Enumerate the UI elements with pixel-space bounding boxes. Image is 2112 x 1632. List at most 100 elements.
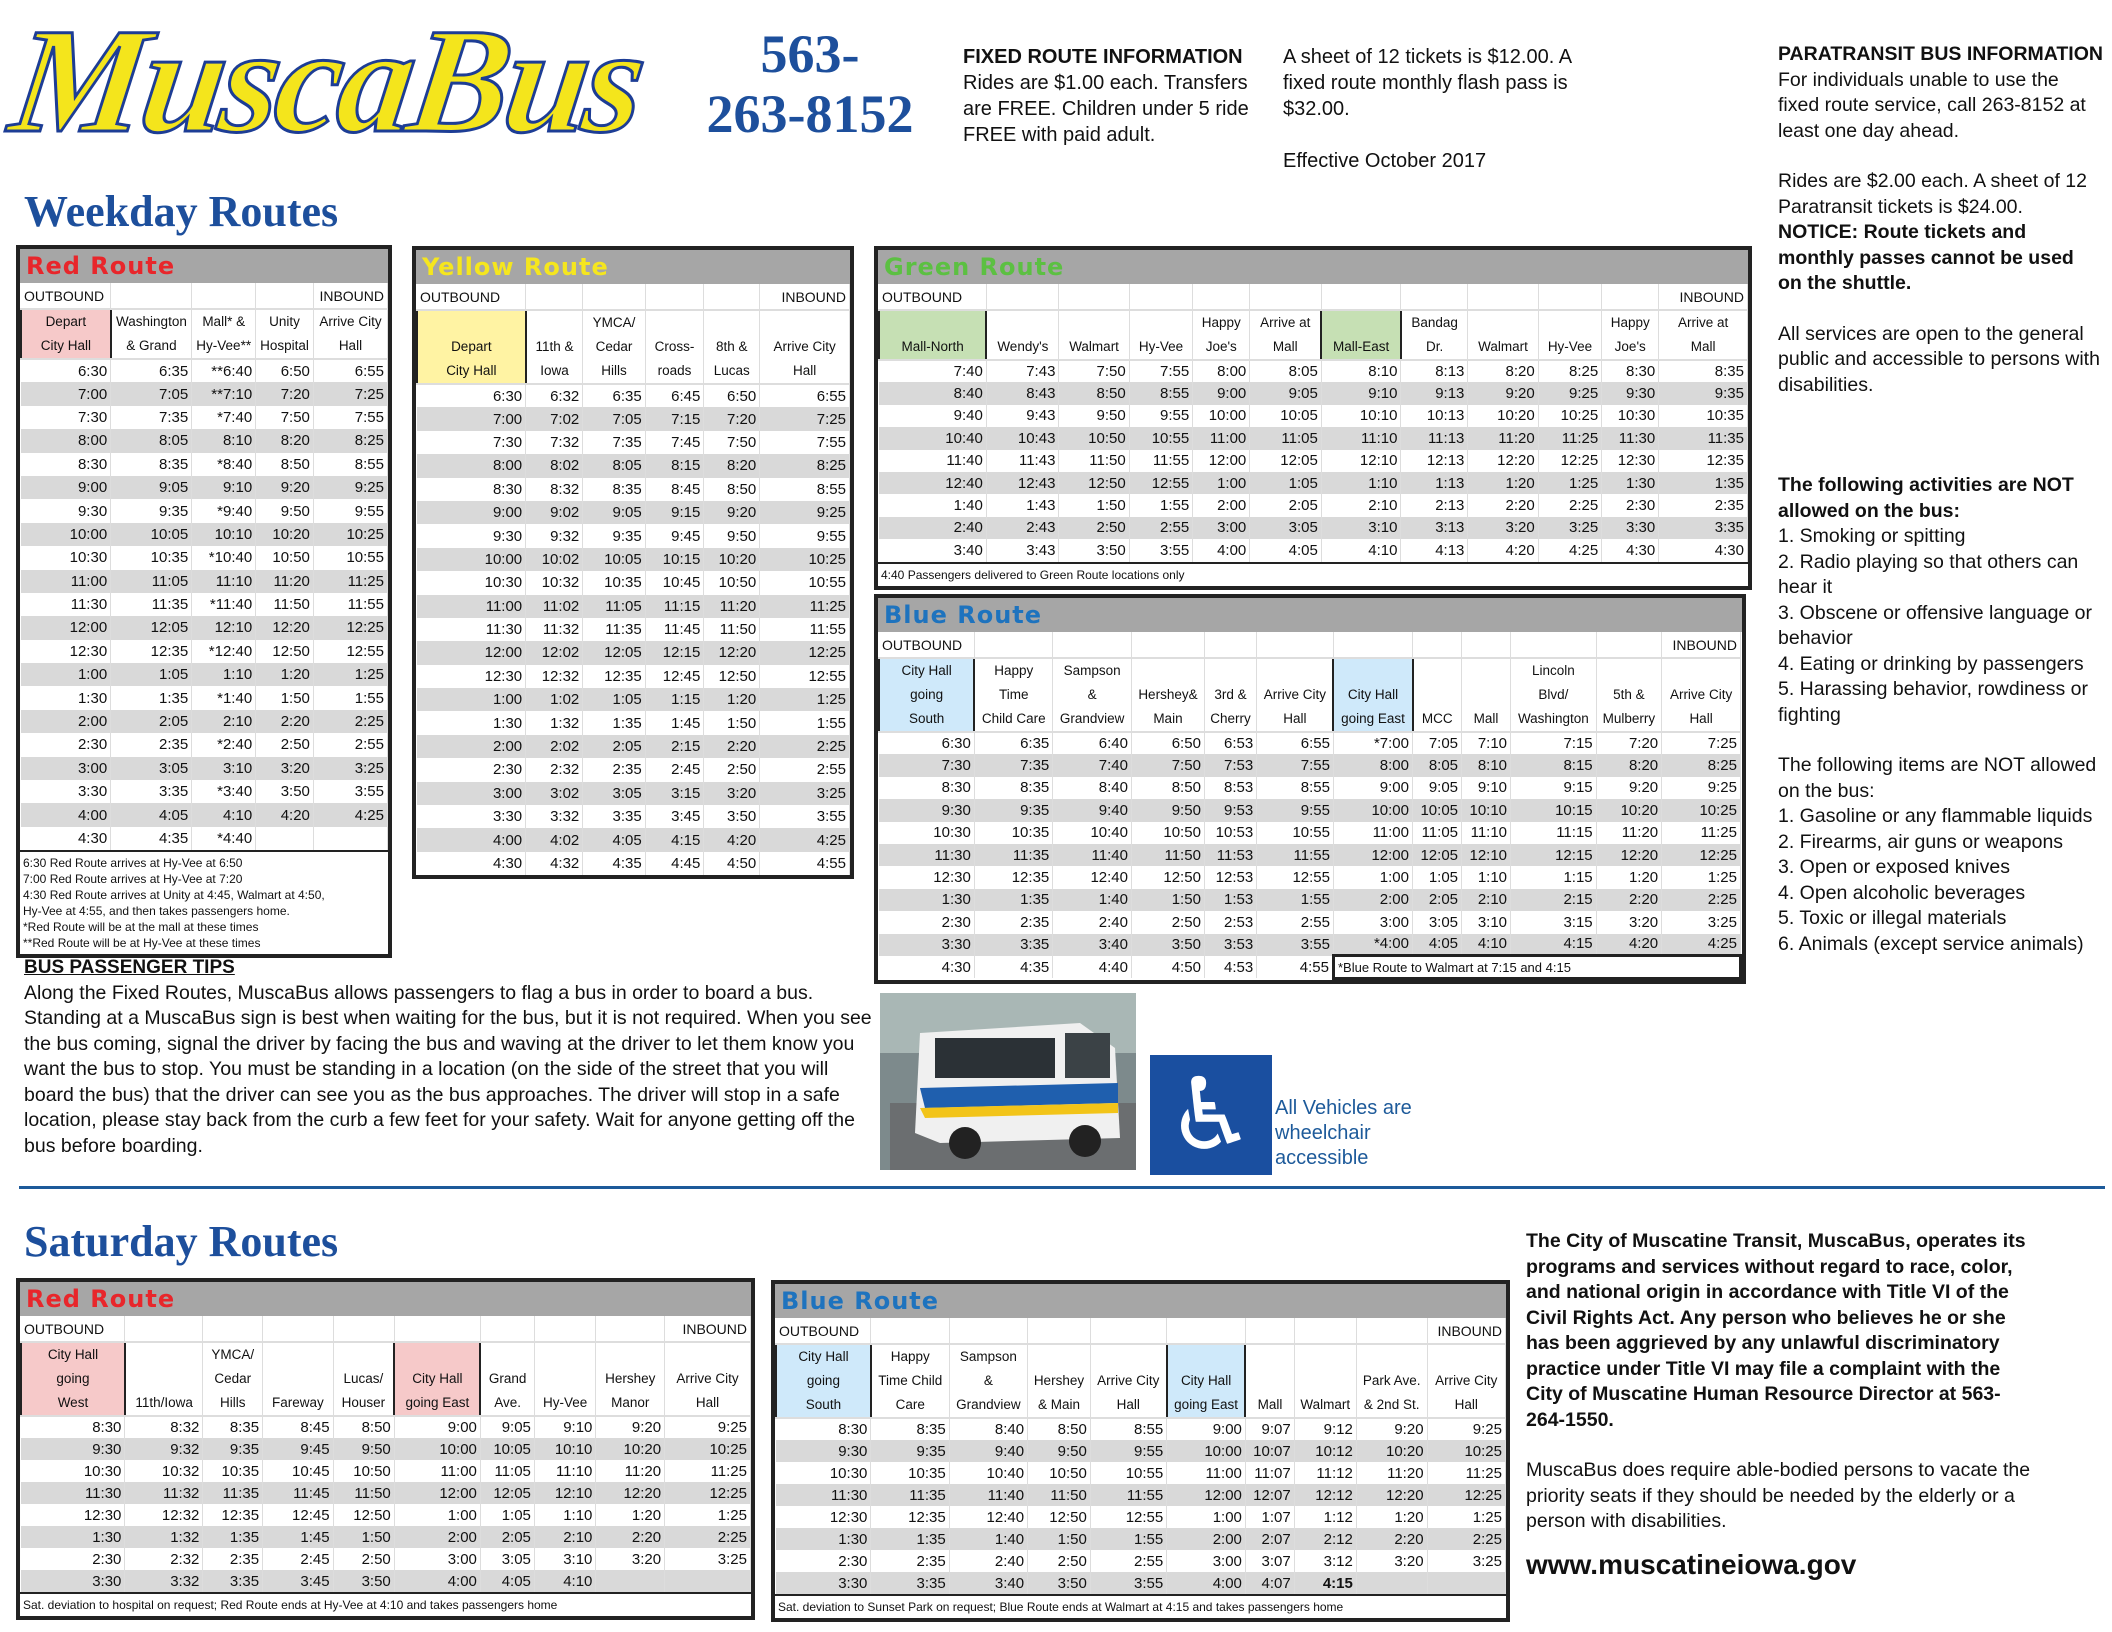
outbound-label: OUTBOUND — [879, 284, 987, 311]
time-cell: 11:30 — [1601, 427, 1660, 450]
time-cell: 12:35 — [110, 639, 193, 664]
time-cell: 12:35 — [870, 1506, 950, 1528]
time-cell: 10:20 — [1356, 1440, 1428, 1462]
column-header: Arrive City Hall — [664, 1342, 751, 1417]
time-cell: 9:30 — [776, 1440, 872, 1462]
time-cell: 8:55 — [313, 452, 389, 476]
time-cell: 3:43 — [986, 539, 1060, 562]
time-cell: 9:35 — [870, 1440, 950, 1462]
time-cell: 2:00 — [1333, 888, 1414, 912]
table-row: 11:30 11:35 11:40 11:50 11:55 12:00 12:07 12:12… — [776, 1484, 1507, 1506]
time-cell: 7:10 — [1461, 732, 1512, 755]
time-cell: 1:07 — [1245, 1506, 1295, 1528]
time-cell: 10:00 — [394, 1438, 481, 1460]
time-cell: 11:35 — [974, 843, 1054, 867]
time-cell: 12:05 — [582, 641, 646, 665]
time-cell: 2:50 — [703, 758, 761, 782]
time-cell: 2:35 — [202, 1548, 264, 1570]
time-cell: 12:35 — [974, 866, 1054, 889]
time-cell: 1:35 — [1658, 471, 1748, 495]
time-cell: 12:55 — [1129, 471, 1194, 495]
table-row: 4:00 4:05 4:10 4:20 4:25 — [21, 803, 389, 827]
time-cell: 7:55 — [313, 405, 389, 430]
route-note: 4:40 Passengers delivered to Green Route… — [881, 567, 1185, 582]
tickets-info: A sheet of 12 tickets is $12.00. A fixed… — [1283, 44, 1583, 174]
time-cell: *8:40 — [191, 452, 257, 476]
time-cell: 7:50 — [1131, 754, 1205, 777]
column-header: YMCA/ Cedar Hills — [582, 310, 646, 385]
time-cell: 1:43 — [986, 494, 1060, 517]
time-cell: 11:05 — [480, 1460, 535, 1482]
time-cell: 2:55 — [1129, 516, 1194, 540]
items-item: 5. Toxic or illegal materials — [1778, 907, 2007, 929]
time-cell: 3:05 — [480, 1548, 535, 1570]
time-cell: 11:20 — [1467, 427, 1539, 450]
time-cell: 11:05 — [110, 569, 193, 593]
time-cell: 4:10 — [191, 803, 257, 827]
column-header: Arrive City Hall — [313, 309, 389, 360]
table-row: 11:00 11:02 11:05 11:15 11:20 11:25 — [417, 594, 850, 618]
time-cell: 1:02 — [525, 688, 584, 712]
table-row: 6:30 6:35 6:40 6:50 6:53 6:55 *7:00 7:05 7:10 7:1… — [879, 732, 1741, 755]
time-cell: *2:40 — [191, 733, 257, 757]
time-cell: 10:00 — [1192, 404, 1251, 428]
bus-photo — [880, 993, 1136, 1170]
time-cell: 1:53 — [1204, 888, 1258, 912]
time-cell: 10:55 — [759, 571, 850, 595]
time-cell: 12:00 — [1333, 843, 1414, 867]
time-cell: 11:55 — [1129, 449, 1194, 472]
time-cell: 7:05 — [110, 382, 193, 406]
time-cell: *9:40 — [191, 499, 257, 523]
time-cell: **6:40 — [191, 359, 257, 383]
time-cell: 8:20 — [703, 454, 761, 478]
weekday-green-route-table: Green Route OUTBOUND INBOUND Mall-North Wend… — [874, 246, 1752, 590]
time-cell: 10:40 — [949, 1462, 1029, 1484]
time-cell: 9:35 — [1658, 382, 1748, 405]
column-header: Lincoln Blvd/ Washington — [1510, 658, 1597, 733]
column-header: Happy Time Child Care — [974, 658, 1054, 733]
time-cell: 6:40 — [1052, 732, 1132, 755]
table-row: 10:40 10:43 10:50 10:55 11:00 11:05 11:10 11:13… — [879, 427, 1748, 450]
time-cell: 9:15 — [645, 500, 705, 525]
table-row: 10:30 10:35 10:40 10:50 10:55 11:00 11:07 11:12… — [776, 1462, 1507, 1484]
time-cell: 7:55 — [1129, 360, 1194, 383]
time-cell: 11:00 — [417, 594, 527, 618]
time-cell: 12:05 — [1412, 843, 1463, 867]
time-cell: 1:05 — [480, 1504, 535, 1526]
time-cell: 3:55 — [313, 780, 389, 804]
time-cell: 8:32 — [124, 1416, 204, 1438]
time-cell: 2:50 — [1131, 911, 1205, 934]
route-title: Red Route — [20, 249, 388, 283]
time-cell: 3:00 — [21, 756, 112, 781]
time-cell: 10:25 — [1661, 799, 1741, 822]
time-cell: 11:10 — [534, 1460, 597, 1482]
column-header: City Hall going West — [20, 1341, 126, 1417]
time-cell: 11:55 — [1090, 1484, 1168, 1506]
table-row: 11:30 11:32 11:35 11:45 11:50 11:55 — [417, 617, 850, 642]
time-cell: 1:30 — [776, 1528, 872, 1550]
column-header: 3rd & Cherry — [1204, 658, 1258, 733]
time-cell: 12:02 — [525, 641, 584, 665]
time-cell: 3:05 — [582, 781, 646, 806]
time-cell: 8:00 — [1333, 754, 1414, 777]
route-note: *Blue Route to Walmart at 7:15 and 4:15 — [1331, 954, 1743, 980]
time-cell: 1:55 — [759, 711, 850, 735]
time-cell: 1:20 — [1356, 1506, 1428, 1528]
time-cell: 4:25 — [759, 828, 850, 852]
time-cell: 3:45 — [262, 1570, 334, 1592]
time-cell: 10:35 — [1658, 404, 1748, 428]
time-cell: 12:25 — [1427, 1484, 1507, 1506]
time-cell: 3:32 — [525, 805, 584, 829]
table-row: 9:30 9:35 9:40 9:50 9:53 9:55 10:00 10:05 10:10 1… — [879, 799, 1741, 822]
time-cell: 1:55 — [1129, 494, 1194, 517]
schedule-table: OUTBOUND INBOUND Mall-North Wendy's Walmart H… — [877, 284, 1748, 562]
time-cell: 11:05 — [1412, 821, 1463, 844]
table-row: 1:30 1:35 1:40 1:50 1:53 1:55 2:00 2:05 2:10 2:15… — [879, 888, 1741, 912]
time-cell: 10:20 — [595, 1438, 666, 1460]
time-cell: 9:10 — [191, 475, 257, 500]
time-cell: 11:02 — [525, 594, 584, 618]
time-cell: 2:30 — [417, 758, 527, 782]
time-cell: 12:55 — [1090, 1506, 1168, 1528]
website-link[interactable]: www.muscatineiowa.gov — [1526, 1548, 1857, 1580]
time-cell: 10:43 — [986, 427, 1060, 450]
